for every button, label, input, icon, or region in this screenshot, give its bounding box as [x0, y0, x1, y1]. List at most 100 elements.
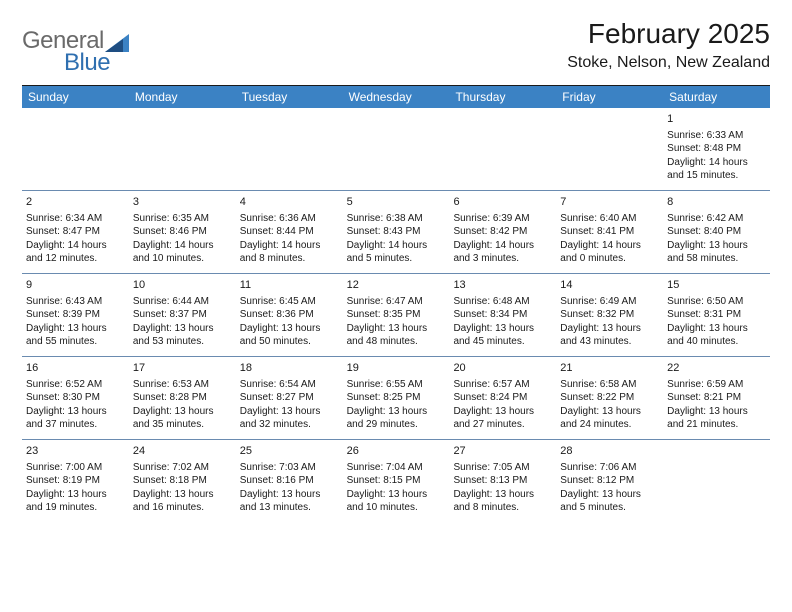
day-cell: 8Sunrise: 6:42 AMSunset: 8:40 PMDaylight… — [663, 191, 770, 273]
daylight-text: and 37 minutes. — [26, 418, 125, 432]
daylight-text: Daylight: 13 hours — [240, 488, 339, 502]
day-number: 9 — [26, 278, 125, 293]
daylight-text: Daylight: 13 hours — [240, 405, 339, 419]
day-cell: 15Sunrise: 6:50 AMSunset: 8:31 PMDayligh… — [663, 274, 770, 356]
daylight-text: Daylight: 13 hours — [560, 322, 659, 336]
daylight-text: Daylight: 13 hours — [133, 322, 232, 336]
day-header: Tuesday — [236, 86, 343, 108]
daylight-text: and 0 minutes. — [560, 252, 659, 266]
daylight-text: Daylight: 13 hours — [347, 405, 446, 419]
daylight-text: and 43 minutes. — [560, 335, 659, 349]
day-cell: 11Sunrise: 6:45 AMSunset: 8:36 PMDayligh… — [236, 274, 343, 356]
day-cell: 5Sunrise: 6:38 AMSunset: 8:43 PMDaylight… — [343, 191, 450, 273]
daylight-text: and 27 minutes. — [453, 418, 552, 432]
sunset-text: Sunset: 8:36 PM — [240, 308, 339, 322]
empty-cell — [22, 108, 129, 190]
day-cell: 6Sunrise: 6:39 AMSunset: 8:42 PMDaylight… — [449, 191, 556, 273]
calendar-grid: Sunday Monday Tuesday Wednesday Thursday… — [22, 85, 770, 522]
daylight-text: and 16 minutes. — [133, 501, 232, 515]
empty-cell — [663, 440, 770, 522]
sunset-text: Sunset: 8:46 PM — [133, 225, 232, 239]
daylight-text: Daylight: 14 hours — [347, 239, 446, 253]
sunrise-text: Sunrise: 6:34 AM — [26, 212, 125, 226]
daylight-text: and 48 minutes. — [347, 335, 446, 349]
daylight-text: Daylight: 14 hours — [240, 239, 339, 253]
day-cell: 25Sunrise: 7:03 AMSunset: 8:16 PMDayligh… — [236, 440, 343, 522]
sunrise-text: Sunrise: 6:43 AM — [26, 295, 125, 309]
sunset-text: Sunset: 8:16 PM — [240, 474, 339, 488]
daylight-text: and 15 minutes. — [667, 169, 766, 183]
daylight-text: Daylight: 14 hours — [26, 239, 125, 253]
day-number: 28 — [560, 444, 659, 459]
sunrise-text: Sunrise: 6:58 AM — [560, 378, 659, 392]
day-cell: 9Sunrise: 6:43 AMSunset: 8:39 PMDaylight… — [22, 274, 129, 356]
sunset-text: Sunset: 8:48 PM — [667, 142, 766, 156]
daylight-text: and 19 minutes. — [26, 501, 125, 515]
sunrise-text: Sunrise: 6:49 AM — [560, 295, 659, 309]
daylight-text: and 53 minutes. — [133, 335, 232, 349]
day-cell: 18Sunrise: 6:54 AMSunset: 8:27 PMDayligh… — [236, 357, 343, 439]
day-header: Thursday — [449, 86, 556, 108]
day-header: Wednesday — [343, 86, 450, 108]
daylight-text: and 40 minutes. — [667, 335, 766, 349]
sunrise-text: Sunrise: 6:54 AM — [240, 378, 339, 392]
day-number: 12 — [347, 278, 446, 293]
sunset-text: Sunset: 8:28 PM — [133, 391, 232, 405]
day-number: 7 — [560, 195, 659, 210]
daylight-text: and 29 minutes. — [347, 418, 446, 432]
day-cell: 22Sunrise: 6:59 AMSunset: 8:21 PMDayligh… — [663, 357, 770, 439]
daylight-text: Daylight: 14 hours — [560, 239, 659, 253]
weeks-container: 1Sunrise: 6:33 AMSunset: 8:48 PMDaylight… — [22, 108, 770, 522]
sunset-text: Sunset: 8:18 PM — [133, 474, 232, 488]
sunrise-text: Sunrise: 7:06 AM — [560, 461, 659, 475]
daylight-text: and 55 minutes. — [26, 335, 125, 349]
day-cell: 7 Sunrise: 6:40 AMSunset: 8:41 PMDaylight… — [556, 191, 663, 273]
empty-cell — [129, 108, 236, 190]
sunset-text: Sunset: 8:40 PM — [667, 225, 766, 239]
day-cell: 20Sunrise: 6:57 AMSunset: 8:24 PMDayligh… — [449, 357, 556, 439]
sunset-text: Sunset: 8:32 PM — [560, 308, 659, 322]
day-cell: 23Sunrise: 7:00 AMSunset: 8:19 PMDayligh… — [22, 440, 129, 522]
daylight-text: and 13 minutes. — [240, 501, 339, 515]
day-number: 8 — [667, 195, 766, 210]
day-number: 3 — [133, 195, 232, 210]
sunset-text: Sunset: 8:41 PM — [560, 225, 659, 239]
sunrise-text: Sunrise: 6:47 AM — [347, 295, 446, 309]
daylight-text: and 50 minutes. — [240, 335, 339, 349]
sunset-text: Sunset: 8:13 PM — [453, 474, 552, 488]
daylight-text: Daylight: 14 hours — [133, 239, 232, 253]
sunrise-text: Sunrise: 6:40 AM — [560, 212, 659, 226]
daylight-text: and 5 minutes. — [560, 501, 659, 515]
sunset-text: Sunset: 8:21 PM — [667, 391, 766, 405]
day-number: 24 — [133, 444, 232, 459]
sunset-text: Sunset: 8:25 PM — [347, 391, 446, 405]
day-number: 27 — [453, 444, 552, 459]
sunrise-text: Sunrise: 6:55 AM — [347, 378, 446, 392]
month-title: February 2025 — [567, 18, 770, 50]
week-row: 23Sunrise: 7:00 AMSunset: 8:19 PMDayligh… — [22, 440, 770, 522]
sunrise-text: Sunrise: 6:45 AM — [240, 295, 339, 309]
daylight-text: and 12 minutes. — [26, 252, 125, 266]
sunrise-text: Sunrise: 6:59 AM — [667, 378, 766, 392]
sunset-text: Sunset: 8:19 PM — [26, 474, 125, 488]
daylight-text: and 10 minutes. — [133, 252, 232, 266]
day-header: Saturday — [663, 86, 770, 108]
sunset-text: Sunset: 8:37 PM — [133, 308, 232, 322]
sunrise-text: Sunrise: 6:39 AM — [453, 212, 552, 226]
logo: GeneralBlue — [22, 18, 129, 77]
sunrise-text: Sunrise: 6:44 AM — [133, 295, 232, 309]
daylight-text: Daylight: 13 hours — [26, 488, 125, 502]
sunrise-text: Sunrise: 6:52 AM — [26, 378, 125, 392]
daylight-text: Daylight: 13 hours — [133, 405, 232, 419]
empty-cell — [236, 108, 343, 190]
day-number: 6 — [453, 195, 552, 210]
day-cell: 2Sunrise: 6:34 AMSunset: 8:47 PMDaylight… — [22, 191, 129, 273]
day-cell: 28Sunrise: 7:06 AMSunset: 8:12 PMDayligh… — [556, 440, 663, 522]
daylight-text: Daylight: 13 hours — [560, 405, 659, 419]
empty-cell — [449, 108, 556, 190]
day-number: 4 — [240, 195, 339, 210]
daylight-text: Daylight: 13 hours — [133, 488, 232, 502]
day-cell: 14Sunrise: 6:49 AMSunset: 8:32 PMDayligh… — [556, 274, 663, 356]
daylight-text: Daylight: 13 hours — [453, 488, 552, 502]
day-number: 20 — [453, 361, 552, 376]
